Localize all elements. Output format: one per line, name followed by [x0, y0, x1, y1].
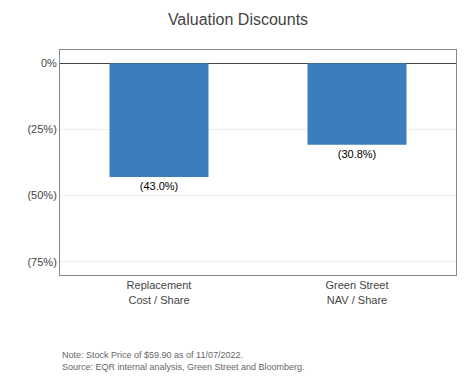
svg-text:0%: 0% — [41, 57, 57, 69]
svg-text:Note: Stock Price of $59.90 as: Note: Stock Price of $59.90 as of 11/07/… — [62, 350, 305, 372]
svg-text:(75%): (75%) — [27, 256, 56, 268]
svg-text:(43.0%): (43.0%) — [140, 180, 179, 192]
svg-text:(25%): (25%) — [27, 123, 56, 135]
svg-text:Valuation Discounts: Valuation Discounts — [168, 11, 308, 28]
svg-text:(30.8%): (30.8%) — [338, 148, 377, 160]
svg-text:ReplacementCost / Share: ReplacementCost / Share — [127, 279, 192, 305]
svg-text:Green StreetNAV / Share: Green StreetNAV / Share — [326, 279, 389, 305]
svg-text:(50%): (50%) — [27, 189, 56, 201]
